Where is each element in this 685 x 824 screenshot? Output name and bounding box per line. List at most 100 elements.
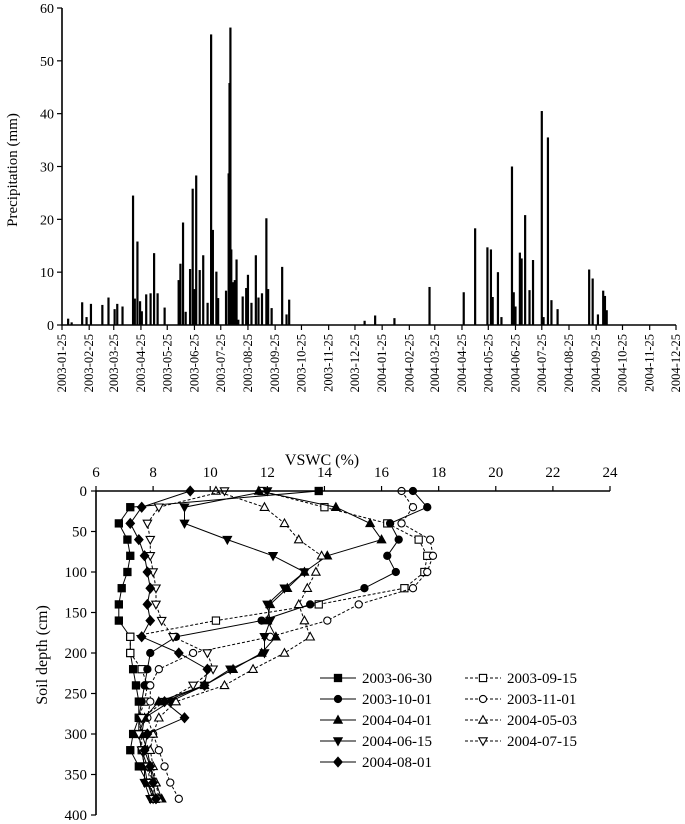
data-point xyxy=(400,584,409,593)
data-point xyxy=(279,517,290,528)
y-tick-label: 50 xyxy=(40,55,54,70)
x-tick-label: 2003-02-25 xyxy=(82,334,96,392)
data-point xyxy=(125,517,136,530)
precipitation-bar xyxy=(496,272,500,325)
precipitation-bar xyxy=(588,269,591,325)
data-point xyxy=(320,503,329,512)
precipitation-bar xyxy=(596,314,600,325)
precipitation-bar xyxy=(605,310,608,325)
legend-marker xyxy=(333,673,343,683)
precipitation-bar xyxy=(603,295,607,325)
data-point xyxy=(146,697,155,706)
precipitation-bar xyxy=(512,292,515,325)
y-tick-label: 20 xyxy=(40,213,54,228)
data-point xyxy=(179,519,190,529)
precipitation-bar xyxy=(524,215,527,325)
precipitation-bar xyxy=(107,297,110,325)
precipitation-axes xyxy=(61,8,676,326)
precipitation-bar xyxy=(133,298,136,325)
precipitation-bar xyxy=(270,308,273,325)
data-point xyxy=(126,551,135,560)
data-point xyxy=(159,695,170,708)
data-point xyxy=(137,697,146,706)
data-point xyxy=(211,616,221,625)
x-tick-label: 2004-05-25 xyxy=(481,334,495,392)
data-point xyxy=(126,648,135,658)
legend-item: 2004-05-03 xyxy=(465,713,577,729)
data-point xyxy=(136,714,147,724)
legend-item: 2003-11-01 xyxy=(465,692,576,708)
data-point xyxy=(225,665,236,675)
data-point xyxy=(199,679,210,692)
legend-marker xyxy=(332,714,344,724)
series-2004-08-01 xyxy=(125,485,213,805)
legend-item: 2004-04-01 xyxy=(320,713,432,729)
precipitation-bar xyxy=(193,289,196,325)
data-point xyxy=(299,615,310,625)
precipitation-bar xyxy=(153,253,156,325)
precipitation-bar xyxy=(89,303,93,325)
precipitation-bar xyxy=(374,315,377,325)
data-point xyxy=(202,663,213,675)
y-tick-label: 0 xyxy=(80,484,88,500)
data-point xyxy=(222,535,233,546)
legend-label: 2003-06-30 xyxy=(362,671,432,687)
y-tick-label: 40 xyxy=(40,108,54,123)
data-point xyxy=(114,519,123,528)
x-tick-label: 2003-03-25 xyxy=(107,334,121,392)
x-tick-label: 12 xyxy=(260,465,275,481)
vswc-chart: VSWC (%) Soil depth (cm) 6 8 10 12 14 16 18 20 2… xyxy=(34,452,618,824)
precipitation-bar xyxy=(528,290,531,325)
precipitation-bar xyxy=(489,249,493,325)
precipitation-bar xyxy=(250,302,253,325)
x-tick-label: 2004-08-25 xyxy=(562,334,576,392)
data-point xyxy=(123,567,132,577)
data-point xyxy=(247,663,259,673)
x-tick-label: 2003-04-25 xyxy=(134,334,148,392)
precipitation-bar xyxy=(198,270,201,325)
data-point xyxy=(151,793,161,805)
y-tick-label: 350 xyxy=(65,768,88,784)
legend-marker xyxy=(332,737,344,747)
precipitation-bar xyxy=(206,302,209,325)
precipitation-bar xyxy=(486,247,489,325)
data-point xyxy=(279,584,290,594)
precipitation-bar xyxy=(550,300,553,325)
precipitation-bar xyxy=(556,309,559,325)
x-tick-label: 2004-12-25 xyxy=(669,334,683,392)
data-point xyxy=(259,501,270,511)
data-point xyxy=(142,566,153,578)
precipitation-bar xyxy=(179,263,182,325)
x-tick-label: 10 xyxy=(203,465,218,481)
precipitation-bar xyxy=(231,282,235,325)
precipitation-bar xyxy=(428,286,431,325)
data-point xyxy=(391,567,400,577)
x-tick-label: 2004-10-25 xyxy=(615,334,629,392)
precipitation-bar xyxy=(462,292,465,325)
data-point xyxy=(279,647,290,657)
data-point xyxy=(219,679,230,690)
x-tick-label: 2004-06-25 xyxy=(508,334,522,392)
x-tick-label: 18 xyxy=(431,465,446,481)
data-point xyxy=(173,647,184,659)
data-point xyxy=(114,616,123,625)
data-point xyxy=(267,552,279,562)
precipitation-bar xyxy=(116,303,119,325)
data-point xyxy=(179,712,190,724)
vswc-axes xyxy=(95,490,610,815)
data-point xyxy=(330,501,341,511)
precipitation-bar xyxy=(210,34,213,326)
precipitation-bar xyxy=(230,249,233,325)
precipitation-bar xyxy=(145,294,148,325)
series-line xyxy=(149,490,323,799)
precipitation-bar xyxy=(393,318,396,325)
data-point xyxy=(265,616,276,627)
precipitation-bar xyxy=(518,252,521,325)
data-point xyxy=(126,746,135,755)
precipitation-bar xyxy=(520,258,523,325)
precipitation-bar xyxy=(191,188,194,325)
precipitation-bar xyxy=(260,293,264,325)
series-2004-05-03 xyxy=(145,485,327,803)
legend-item: 2003-09-15 xyxy=(465,671,577,687)
precipitation-bar xyxy=(184,311,187,325)
